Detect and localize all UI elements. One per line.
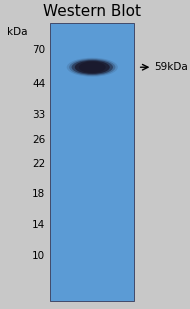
Text: 70: 70 [32, 45, 45, 55]
Ellipse shape [67, 58, 118, 77]
Ellipse shape [86, 63, 99, 71]
Text: 18: 18 [32, 189, 45, 199]
Ellipse shape [72, 60, 113, 75]
Ellipse shape [79, 61, 106, 73]
Bar [50, 23, 135, 302]
Text: 44: 44 [32, 79, 45, 89]
Text: 59kDa: 59kDa [154, 62, 188, 72]
Ellipse shape [82, 62, 102, 72]
Ellipse shape [75, 61, 110, 74]
Text: 22: 22 [32, 159, 45, 169]
Text: Western Blot: Western Blot [43, 4, 141, 19]
Ellipse shape [69, 59, 115, 76]
Text: 14: 14 [32, 220, 45, 230]
Text: kDa: kDa [7, 27, 28, 37]
Text: 26: 26 [32, 135, 45, 145]
Text: 33: 33 [32, 110, 45, 120]
Text: 10: 10 [32, 251, 45, 260]
